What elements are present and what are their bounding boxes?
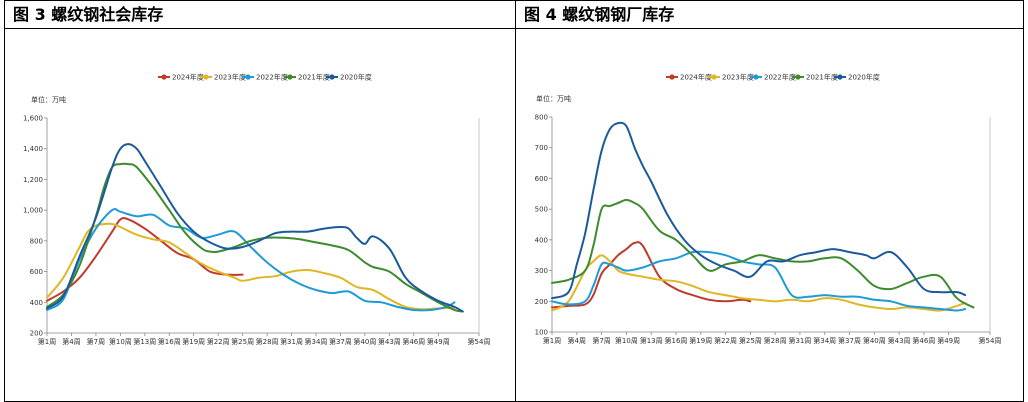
legend-marker bbox=[753, 74, 759, 80]
legend-marker bbox=[837, 74, 843, 80]
x-tick-label: 第40周 bbox=[353, 337, 376, 346]
x-tick-label: 第28周 bbox=[256, 337, 279, 346]
legend-label: 2022年度 bbox=[764, 73, 796, 82]
y-tick-label: 500 bbox=[535, 206, 548, 214]
legend-label: 2022年度 bbox=[256, 73, 288, 82]
legend-label: 2023年度 bbox=[722, 73, 754, 82]
y-tick-label: 600 bbox=[535, 175, 548, 183]
x-tick-label: 第10周 bbox=[615, 336, 638, 345]
legend-item: 2020年度 bbox=[834, 73, 880, 82]
x-tick-label: 第49周 bbox=[937, 336, 960, 345]
legend-item: 2020年度 bbox=[326, 73, 372, 82]
x-tick-label: 第25周 bbox=[231, 337, 254, 346]
y-tick-label: 100 bbox=[535, 329, 548, 337]
x-tick-label: 第1周 bbox=[543, 336, 561, 345]
x-tick-label: 第22周 bbox=[207, 337, 230, 346]
legend-marker bbox=[329, 74, 335, 80]
chart-panel-right: 图 4 螺纹钢钢厂库存 2024年度 2023年度 2022年度 2021年度 2020… bbox=[516, 0, 1024, 402]
x-tick-label: 第19周 bbox=[689, 336, 712, 345]
x-tick-label: 第13周 bbox=[133, 337, 156, 346]
x-tick-label: 第43周 bbox=[888, 336, 911, 345]
legend-label: 2020年度 bbox=[848, 73, 880, 82]
legend-label: 2024年度 bbox=[680, 73, 712, 82]
x-tick-label: 第22周 bbox=[714, 336, 737, 345]
x-tick-label: 第54周 bbox=[468, 337, 491, 346]
legend-marker bbox=[711, 74, 717, 80]
x-tick-label: 第16周 bbox=[158, 337, 181, 346]
legend-item: 2023年度 bbox=[200, 73, 246, 82]
y-tick-label: 1,000 bbox=[23, 207, 43, 215]
x-tick-label: 第7周 bbox=[592, 336, 610, 345]
legend-item: 2021年度 bbox=[792, 73, 838, 82]
y-unit-label: 单位：万吨 bbox=[536, 94, 571, 103]
x-tick-label: 第34周 bbox=[813, 336, 836, 345]
legend-label: 2024年度 bbox=[172, 73, 204, 82]
x-tick-label: 第34周 bbox=[305, 337, 328, 346]
y-tick-label: 400 bbox=[535, 236, 548, 244]
legend-item: 2024年度 bbox=[666, 73, 712, 82]
series-line bbox=[46, 143, 464, 313]
legend-item: 2022年度 bbox=[750, 73, 796, 82]
x-tick-label: 第4周 bbox=[62, 337, 80, 346]
x-tick-label: 第25周 bbox=[739, 336, 762, 345]
legend-label: 2021年度 bbox=[806, 73, 838, 82]
x-tick-label: 第31周 bbox=[788, 336, 811, 345]
y-tick-label: 800 bbox=[30, 237, 43, 245]
legend-label: 2020年度 bbox=[340, 73, 372, 82]
x-tick-label: 第7周 bbox=[87, 337, 105, 346]
x-tick-label: 第4周 bbox=[568, 336, 586, 345]
chart-title: 图 4 螺纹钢钢厂库存 bbox=[516, 1, 1023, 29]
x-tick-label: 第16周 bbox=[665, 336, 688, 345]
series-line bbox=[46, 208, 456, 312]
x-tick-label: 第31周 bbox=[280, 337, 303, 346]
legend-item: 2024年度 bbox=[158, 73, 204, 82]
legend-marker bbox=[795, 74, 801, 80]
x-tick-label: 第1周 bbox=[38, 337, 56, 346]
legend-item: 2023年度 bbox=[708, 73, 754, 82]
y-tick-label: 1,200 bbox=[23, 176, 43, 184]
y-tick-label: 200 bbox=[30, 330, 43, 338]
x-tick-label: 第49周 bbox=[427, 337, 450, 346]
legend-marker bbox=[669, 74, 675, 80]
legend-item: 2021年度 bbox=[284, 73, 330, 82]
y-tick-label: 1,600 bbox=[23, 115, 43, 123]
y-tick-label: 400 bbox=[30, 299, 43, 307]
x-tick-label: 第46周 bbox=[912, 336, 935, 345]
x-tick-label: 第54周 bbox=[979, 336, 1002, 345]
x-tick-label: 第19周 bbox=[182, 337, 205, 346]
series-line bbox=[551, 198, 975, 309]
legend-marker bbox=[161, 74, 167, 80]
series-line bbox=[551, 241, 752, 309]
legend-label: 2021年度 bbox=[298, 73, 330, 82]
legend-label: 2023年度 bbox=[214, 73, 246, 82]
x-tick-label: 第37周 bbox=[329, 337, 352, 346]
series-line bbox=[46, 222, 456, 311]
x-tick-label: 第46周 bbox=[402, 337, 425, 346]
x-tick-label: 第40周 bbox=[863, 336, 886, 345]
series-line bbox=[551, 254, 967, 312]
y-tick-label: 600 bbox=[30, 268, 43, 276]
chart-title: 图 3 螺纹钢社会库存 bbox=[5, 1, 515, 29]
x-tick-label: 第43周 bbox=[378, 337, 401, 346]
y-tick-label: 1,400 bbox=[23, 145, 43, 153]
chart-panel-left: 图 3 螺纹钢社会库存 2024年度 2023年度 2022年度 2021年度 2020… bbox=[4, 0, 516, 402]
x-tick-label: 第10周 bbox=[109, 337, 132, 346]
legend-marker bbox=[203, 74, 209, 80]
series-line bbox=[551, 121, 967, 300]
x-tick-label: 第13周 bbox=[640, 336, 663, 345]
series-line bbox=[46, 217, 244, 302]
legend-item: 2022年度 bbox=[242, 73, 288, 82]
y-unit-label: 单位：万吨 bbox=[31, 95, 66, 104]
y-tick-label: 300 bbox=[535, 267, 548, 275]
x-tick-label: 第37周 bbox=[838, 336, 861, 345]
y-tick-label: 200 bbox=[535, 298, 548, 306]
y-tick-label: 800 bbox=[535, 114, 548, 122]
legend-marker bbox=[245, 74, 251, 80]
y-tick-label: 700 bbox=[535, 144, 548, 152]
legend-marker bbox=[287, 74, 293, 80]
x-tick-label: 第28周 bbox=[764, 336, 787, 345]
